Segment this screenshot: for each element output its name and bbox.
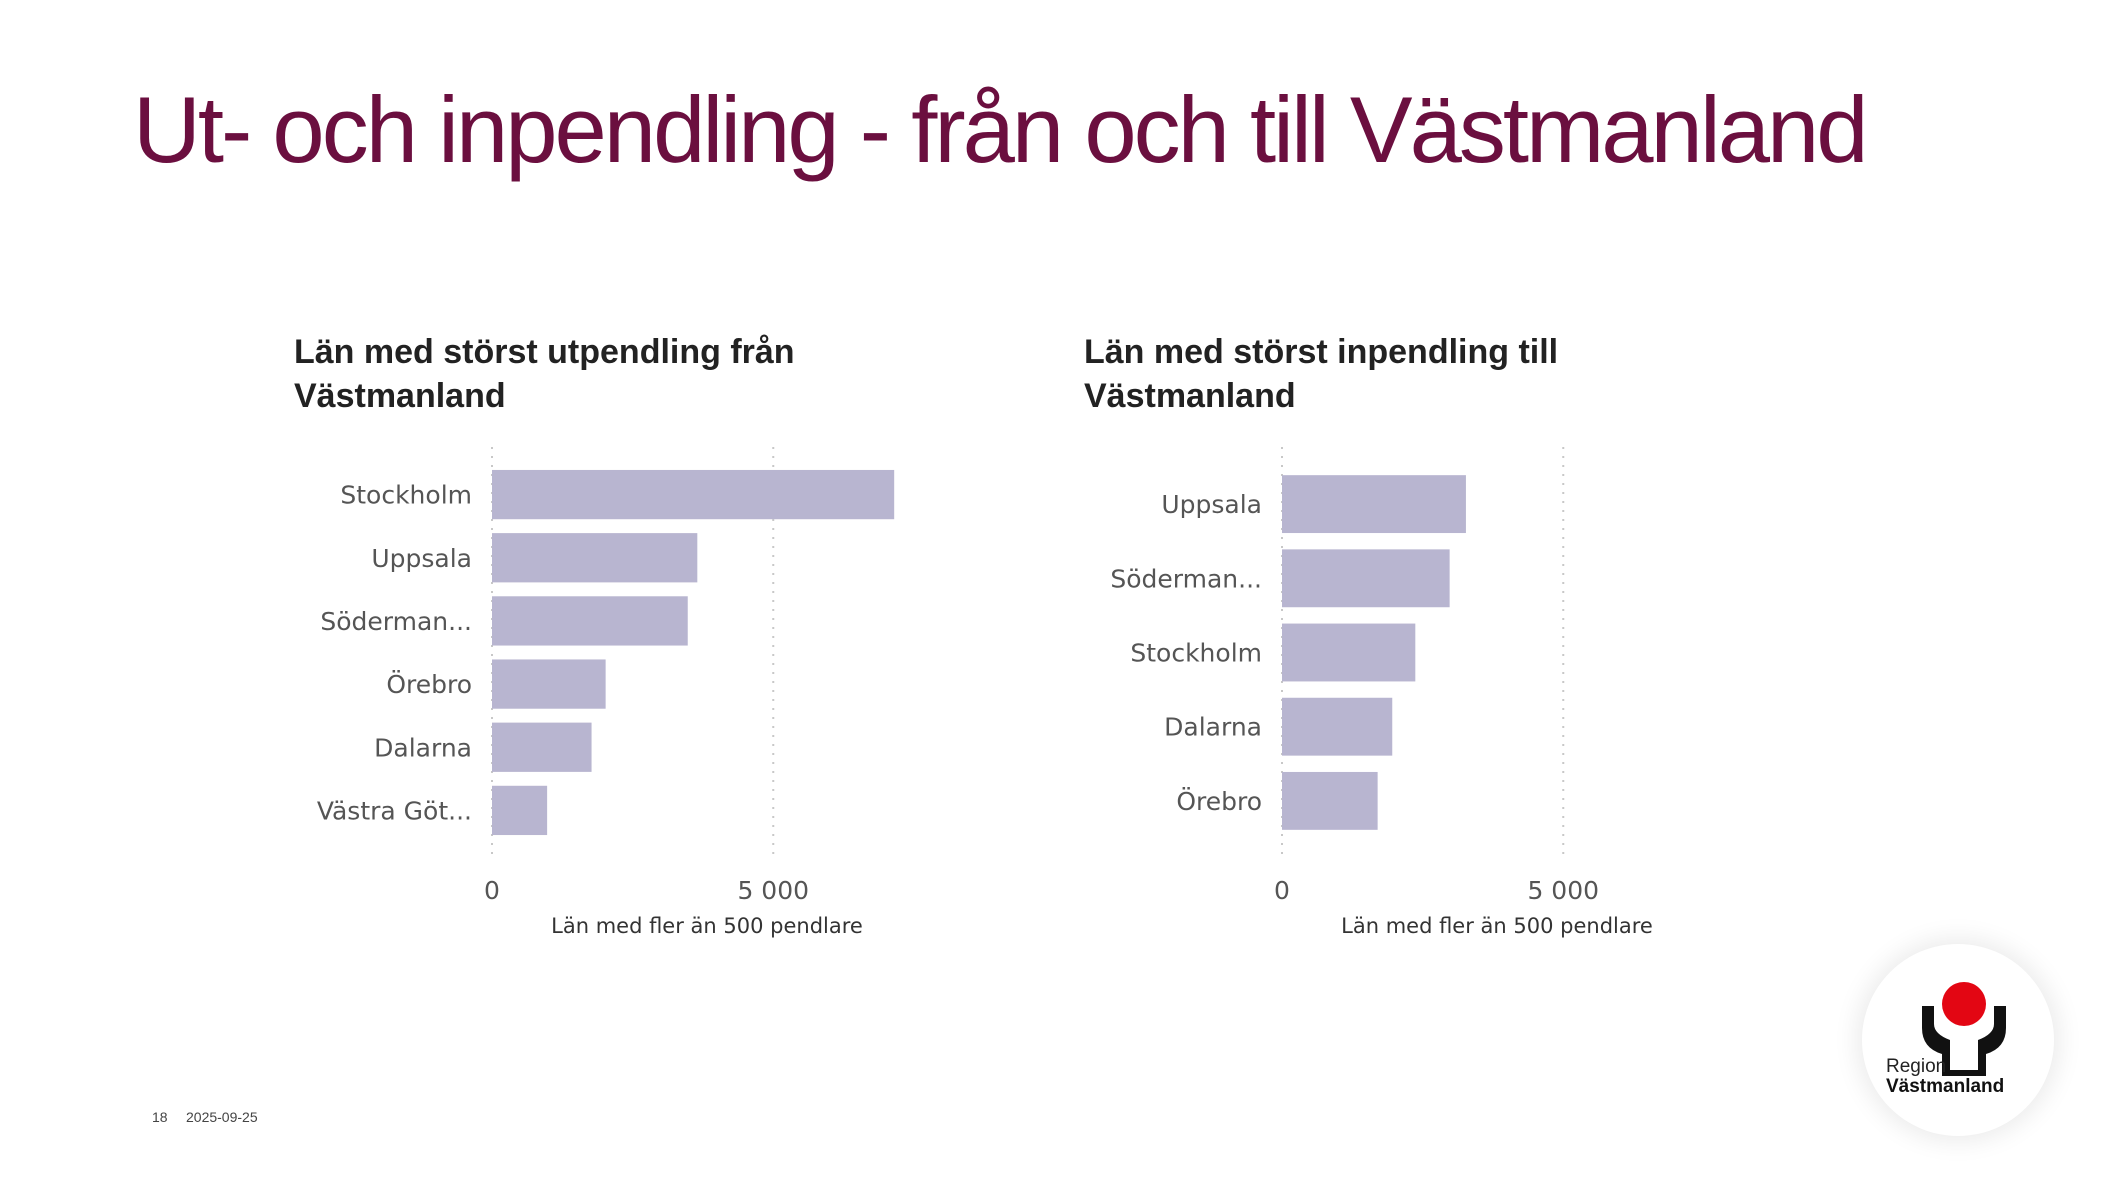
tick-label: 5 000	[737, 876, 809, 905]
category-label: Söderman...	[1110, 564, 1262, 593]
chart-title: Län med störst utpendling från Västmanla…	[294, 333, 795, 415]
logo-text-region: Region	[1886, 1056, 1947, 1077]
bar	[1282, 549, 1450, 608]
page-number: 18	[152, 1109, 168, 1125]
bar	[492, 596, 688, 646]
chart-title: Län med störst inpendling till Västmanla…	[1084, 333, 1559, 415]
x-axis-title: Län med fler än 500 pendlare	[1341, 914, 1653, 938]
bar	[1282, 475, 1466, 534]
category-label: Stockholm	[340, 481, 472, 510]
region-logo-mark	[1922, 982, 2006, 1076]
chart-plot: Stockholm Uppsala Söderman... Örebro Dalarna…	[317, 447, 895, 938]
chart-outcommuting: Län med störst utpendling från Västmanla…	[292, 330, 992, 950]
slide-title: Ut- och inpendling - från och till Västm…	[133, 77, 1869, 182]
bar	[492, 722, 592, 772]
category-label: Uppsala	[371, 544, 472, 573]
category-label: Örebro	[1176, 787, 1262, 816]
category-label: Uppsala	[1161, 490, 1262, 519]
category-label: Dalarna	[374, 733, 472, 762]
category-label: Örebro	[386, 670, 472, 699]
logo-text-name: Västmanland	[1886, 1076, 2005, 1097]
bar	[492, 533, 698, 583]
chart-plot: Uppsala Söderman... Stockholm Dalarna Örebro…	[1110, 447, 1653, 938]
x-axis-title: Län med fler än 500 pendlare	[551, 914, 863, 938]
tick-label: 0	[1274, 876, 1290, 905]
bar	[492, 785, 548, 836]
logo-dot	[1942, 982, 1986, 1026]
category-label: Söderman...	[320, 607, 472, 636]
bar	[1282, 771, 1378, 830]
bar	[492, 469, 895, 520]
slide-date: 2025-09-25	[186, 1109, 258, 1125]
bar	[1282, 697, 1393, 756]
category-label: Stockholm	[1130, 639, 1262, 668]
bar	[492, 659, 606, 709]
tick-label: 5 000	[1527, 876, 1599, 905]
chart-incommuting: Län med störst inpendling till Västmanla…	[1082, 330, 1782, 950]
region-logo: Region Västmanland	[1862, 944, 2054, 1136]
logo-y-mark	[1922, 1006, 2006, 1076]
tick-label: 0	[484, 876, 500, 905]
category-label: Dalarna	[1164, 713, 1262, 742]
bar	[1282, 623, 1416, 682]
category-label: Västra Göt...	[317, 796, 472, 825]
